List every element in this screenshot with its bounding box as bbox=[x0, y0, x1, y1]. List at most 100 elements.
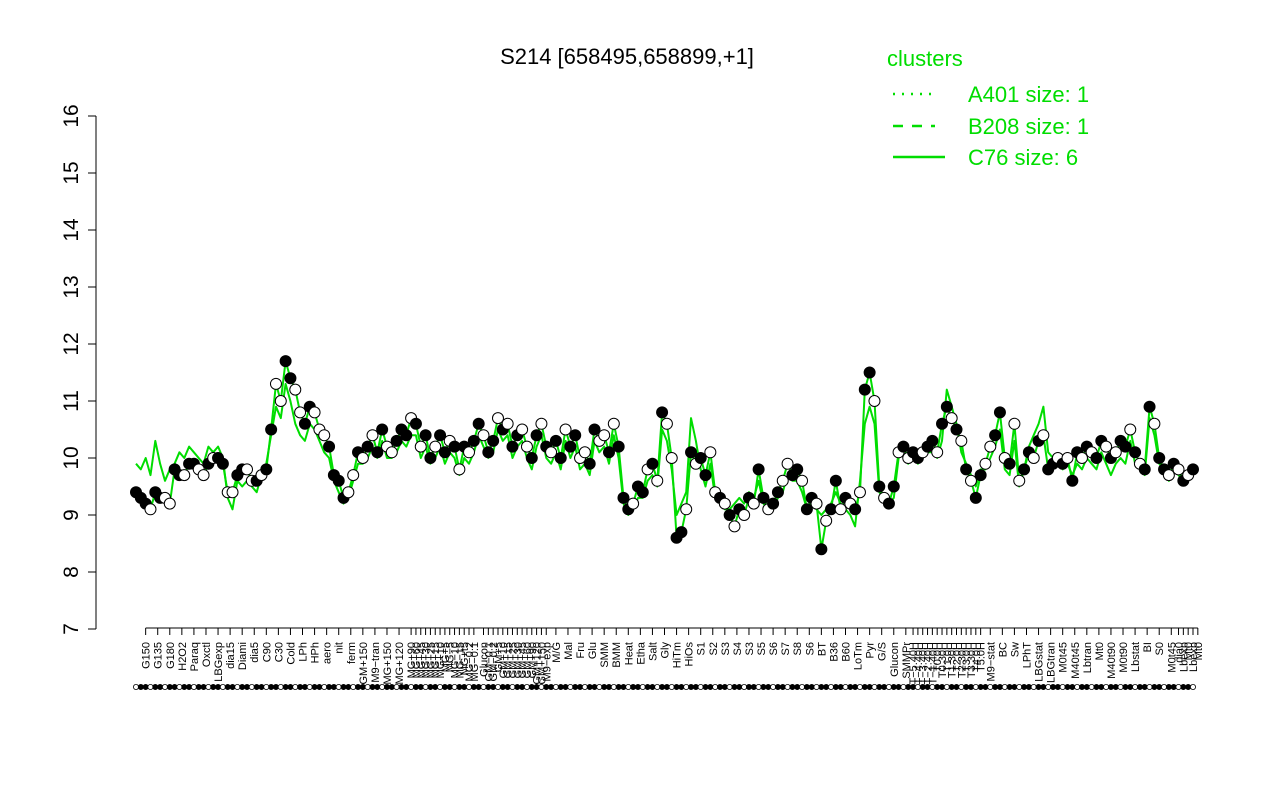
rug-point bbox=[1011, 684, 1018, 691]
data-point bbox=[960, 463, 973, 476]
rug-point bbox=[210, 684, 217, 691]
rug-point bbox=[137, 684, 144, 691]
rug-point bbox=[408, 684, 415, 691]
rug-point bbox=[519, 684, 526, 691]
rug-point bbox=[702, 684, 709, 691]
rug-point bbox=[244, 684, 251, 691]
data-point bbox=[820, 514, 833, 527]
rug-point bbox=[533, 684, 540, 691]
data-point bbox=[1148, 417, 1161, 430]
rug-point bbox=[760, 684, 767, 691]
data-point bbox=[1172, 463, 1185, 476]
data-point bbox=[424, 452, 437, 464]
rug-point bbox=[1136, 684, 1143, 691]
rug-point bbox=[712, 684, 719, 691]
data-point bbox=[607, 417, 620, 430]
x-tick-label: GM−0.2 bbox=[488, 642, 500, 681]
rug-point bbox=[557, 684, 564, 691]
rug-point bbox=[837, 684, 844, 691]
x-tick-label: SMM bbox=[599, 642, 611, 668]
x-tick-label: SMMPr bbox=[901, 642, 913, 679]
rug-point bbox=[881, 684, 888, 691]
x-tick-label: GM+45 bbox=[517, 642, 529, 678]
rug-point bbox=[591, 684, 598, 691]
rug-point bbox=[847, 684, 854, 691]
data-point bbox=[385, 446, 398, 459]
x-tick-label: T−4.40H bbox=[913, 642, 925, 685]
rug-point bbox=[132, 684, 139, 691]
data-point bbox=[704, 446, 717, 459]
x-tick-label: Lbstat bbox=[1130, 642, 1142, 672]
x-tick-label: GM+15 bbox=[503, 642, 515, 678]
x-tick-label: G180 bbox=[165, 642, 177, 669]
rug-point bbox=[871, 684, 878, 691]
data-point bbox=[535, 417, 548, 430]
rug-point bbox=[1035, 684, 1042, 691]
x-tick-label: MG−0.2 bbox=[464, 642, 476, 681]
rug-point bbox=[823, 684, 830, 691]
rug-point bbox=[190, 684, 197, 691]
x-tick-label: T4.0H bbox=[971, 642, 983, 672]
rug-point bbox=[1165, 684, 1172, 691]
rug-point bbox=[398, 684, 405, 691]
rug-point bbox=[538, 684, 545, 691]
x-tick-label: Mt0 bbox=[1183, 642, 1195, 660]
data-point bbox=[274, 395, 287, 407]
data-point bbox=[887, 480, 900, 493]
data-point bbox=[588, 423, 601, 436]
rug-point bbox=[514, 684, 521, 691]
rug-point bbox=[475, 684, 482, 691]
data-point bbox=[853, 486, 866, 499]
rug-point bbox=[1040, 684, 1047, 691]
x-tick-label: T−5.40H bbox=[908, 642, 920, 685]
rug-point bbox=[326, 684, 333, 691]
rug-point bbox=[1180, 684, 1187, 691]
rug-point bbox=[765, 684, 772, 691]
rug-point bbox=[707, 684, 714, 691]
data-point bbox=[1109, 446, 1122, 459]
data-point bbox=[1100, 440, 1113, 453]
rug-point bbox=[654, 684, 661, 691]
x-tick-label: Heat bbox=[623, 642, 635, 665]
x-tick-label: nit bbox=[334, 642, 346, 654]
data-point bbox=[487, 434, 500, 447]
data-point bbox=[989, 429, 1002, 442]
data-point bbox=[1008, 417, 1021, 430]
rug-point bbox=[972, 684, 979, 691]
data-point bbox=[984, 440, 997, 453]
x-tick-label: Mal bbox=[563, 642, 575, 660]
data-point bbox=[767, 497, 780, 510]
rug-point bbox=[509, 684, 516, 691]
rug-point bbox=[248, 684, 255, 691]
data-point bbox=[241, 463, 254, 476]
data-point bbox=[516, 423, 529, 436]
rug-point bbox=[229, 684, 236, 691]
data-point bbox=[467, 434, 480, 447]
x-tick-label: Lbexp bbox=[1188, 642, 1200, 672]
x-tick-label: S3 bbox=[720, 642, 732, 655]
data-point bbox=[829, 474, 842, 487]
x-tick-label: MG−10 bbox=[450, 642, 462, 678]
x-tick-label: LPhT bbox=[1021, 642, 1033, 669]
rug-point bbox=[494, 684, 501, 691]
data-point bbox=[342, 486, 355, 499]
data-point bbox=[554, 452, 567, 464]
rug-point bbox=[272, 684, 279, 691]
x-tick-label: T2.0H bbox=[952, 642, 964, 672]
rug-point bbox=[456, 684, 463, 691]
y-tick-label: 15 bbox=[60, 161, 83, 184]
rug-point bbox=[432, 684, 439, 691]
x-tick-label: GM+90 bbox=[527, 642, 539, 678]
x-tick-label: MG+45 bbox=[416, 642, 428, 678]
rug-point bbox=[683, 684, 690, 691]
rug-point bbox=[953, 684, 960, 691]
data-point bbox=[376, 423, 389, 436]
rug-point bbox=[1146, 684, 1153, 691]
rug-point bbox=[181, 684, 188, 691]
data-point bbox=[390, 434, 403, 447]
rug-point bbox=[330, 684, 337, 691]
rug-point bbox=[239, 684, 246, 691]
data-point bbox=[323, 440, 336, 453]
data-point bbox=[545, 446, 558, 459]
